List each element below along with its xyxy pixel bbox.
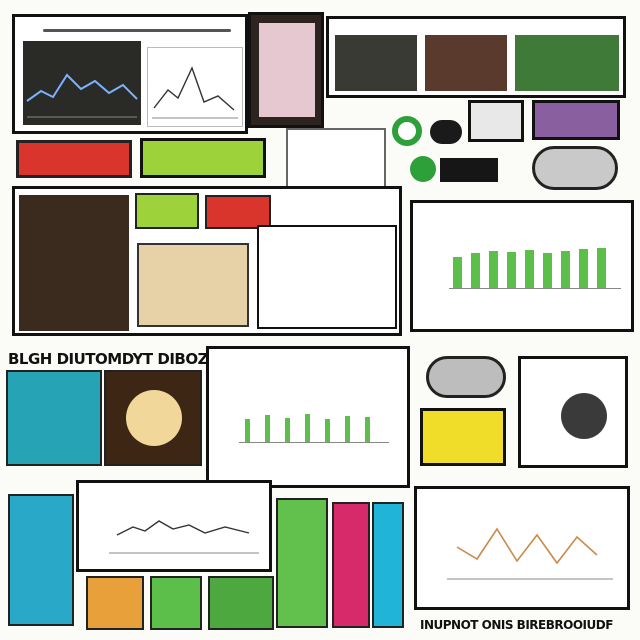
center-bar-chart-bar (345, 416, 350, 442)
bar-chart-bar (507, 252, 516, 288)
center-bar-chart-bar (305, 413, 310, 442)
mouse-icon (410, 156, 436, 182)
center-bar-chart-bar (285, 417, 290, 442)
bar-chart-bar (579, 249, 588, 288)
flashlight-icon (468, 100, 524, 142)
footer-caption: INUPNOT ONIS BIREBROOIUDF (420, 618, 613, 632)
glow-orb (126, 390, 182, 446)
center-bar-chart-bar (365, 417, 370, 442)
bar-chart-thumbnail-small (257, 225, 397, 329)
red-tag-thumbnail (205, 195, 271, 229)
bottom-card-green-2 (208, 576, 274, 630)
magenta-tall-card (332, 502, 370, 628)
bottom-left-collage (8, 494, 74, 626)
shell-icon (426, 356, 506, 398)
bottom-card-orange (86, 576, 144, 630)
illustration-thumbnail (137, 243, 249, 327)
dark-line-chart (26, 73, 138, 118)
dark-line-chart-thumbnail (23, 41, 141, 125)
center-bar-chart-plot (239, 403, 389, 443)
bottom-right-line-chart (447, 527, 613, 580)
bottom-card-green (150, 576, 202, 630)
glow-photo-thumbnail (104, 370, 202, 466)
bar-chart-bar (489, 251, 498, 288)
bar-chart-bar (453, 256, 462, 288)
green-tall-card (276, 498, 328, 628)
product-card-thumbnail (518, 356, 628, 468)
top-right-tiles-panel (326, 16, 626, 98)
panel-header-scribble (43, 29, 231, 32)
green-banner (140, 138, 266, 178)
center-bar-chart-bar (245, 418, 250, 442)
bar-chart-bar (561, 251, 570, 288)
cyan-tall-card (372, 502, 404, 628)
bar-chart-panel-right (410, 200, 634, 332)
left-infographic-panel (12, 186, 402, 336)
bottom-line-chart (109, 520, 259, 554)
top-left-dashboard-panel (12, 14, 248, 134)
toggle-icon (430, 120, 462, 144)
line-chart-panel-bottom (76, 480, 272, 572)
center-bar-chart-panel (206, 346, 410, 488)
bar-chart-bar (471, 252, 480, 288)
dark-poster-thumbnail (19, 195, 129, 331)
bar-chart-bar (525, 250, 534, 288)
yellow-label-thumbnail (420, 408, 506, 466)
bar-chart-plot-area (449, 243, 621, 289)
pink-document-page (259, 23, 315, 117)
center-bar-chart-bar (265, 414, 270, 442)
product-shape (561, 393, 607, 439)
center-bar-chart-bar (325, 419, 330, 442)
mid-left-heading: BLGH DIUTOMDYT DIBOZH (8, 350, 221, 368)
purple-device-thumbnail (532, 100, 620, 140)
headphone-icon (532, 146, 618, 190)
bottom-right-line-chart-panel (414, 486, 630, 610)
black-device-icon (440, 158, 498, 182)
bar-chart-bar (543, 252, 552, 288)
tile-dark-photo (335, 35, 417, 91)
light-line-chart-thumbnail (147, 47, 243, 127)
red-banner (16, 140, 132, 178)
pink-document-thumbnail (248, 12, 324, 128)
light-line-chart (152, 66, 238, 119)
tile-brown-photo (425, 35, 507, 91)
gear-icon (392, 116, 422, 146)
bar-chart-bar (597, 248, 606, 288)
green-tag-thumbnail (135, 193, 199, 229)
tile-green-photo (515, 35, 619, 91)
cyan-photo-thumbnail (6, 370, 102, 466)
